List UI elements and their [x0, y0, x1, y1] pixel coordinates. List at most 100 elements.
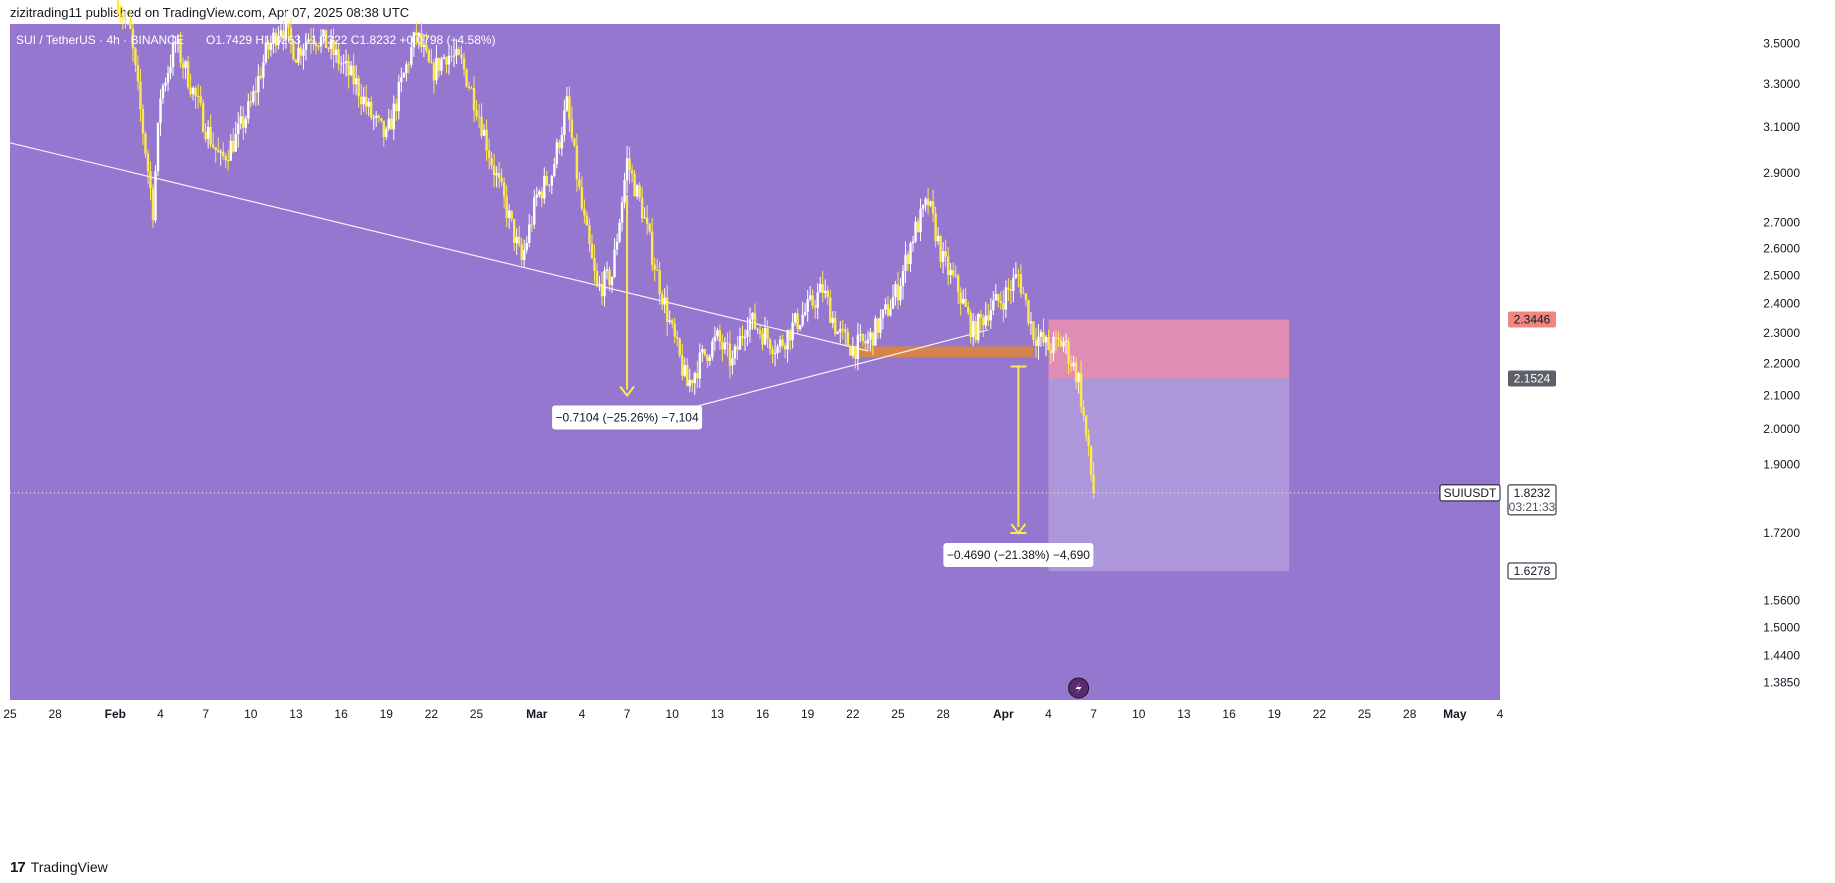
- candle-body: [204, 131, 207, 140]
- candle: [829, 289, 832, 323]
- candle-body: [302, 49, 305, 56]
- candle-body: [1042, 331, 1045, 343]
- date-tick-label: 7: [202, 707, 209, 721]
- price-tick-label: 1.5600: [1763, 593, 1800, 607]
- candle-body: [816, 292, 819, 308]
- candle-body: [916, 221, 920, 233]
- candle: [1009, 280, 1013, 304]
- candle-body: [1049, 350, 1053, 354]
- candle: [497, 161, 501, 189]
- candle-body: [472, 87, 476, 111]
- candle: [437, 57, 441, 78]
- candle-body: [206, 126, 210, 140]
- candle-body: [593, 258, 596, 272]
- candle-body: [713, 336, 717, 342]
- candle-body: [854, 346, 857, 359]
- target-zone[interactable]: [1048, 378, 1290, 572]
- candle: [731, 350, 734, 375]
- candle-body: [931, 201, 935, 214]
- price-tick-label: 1.4400: [1763, 649, 1800, 663]
- date-tick-label: 7: [624, 707, 631, 721]
- tradingview-brand[interactable]: 17 TradingView: [10, 857, 108, 877]
- candle: [319, 29, 323, 54]
- candle: [899, 277, 902, 306]
- candle-body: [716, 330, 719, 337]
- candle: [229, 133, 232, 162]
- candle-body: [274, 32, 278, 46]
- candle: [869, 327, 872, 352]
- candle-body: [405, 64, 408, 74]
- candle: [370, 96, 373, 121]
- candle: [174, 36, 177, 53]
- candle-body: [222, 151, 225, 156]
- entry-price-tag[interactable]: 2.1524: [1508, 370, 1556, 387]
- stop-loss-zone[interactable]: [1048, 319, 1290, 379]
- candle-body: [485, 129, 488, 151]
- candle: [1039, 329, 1043, 347]
- candle: [199, 85, 202, 107]
- candle: [999, 291, 1003, 310]
- measure-annotation[interactable]: −0.7104 (−25.26%) −7,104: [552, 194, 703, 430]
- candle: [926, 188, 930, 215]
- support-zone[interactable]: [852, 346, 1034, 358]
- candle: [169, 54, 172, 80]
- candle-body: [583, 208, 586, 216]
- candle: [653, 257, 656, 282]
- candle-body: [876, 318, 880, 333]
- candle-body: [944, 251, 947, 257]
- candle-body: [1037, 336, 1040, 346]
- candle: [969, 309, 972, 344]
- date-tick-label: 16: [1222, 707, 1236, 721]
- candle-body: [678, 338, 681, 356]
- candle-body: [144, 133, 147, 154]
- candle-body: [540, 191, 543, 199]
- measure-annotation[interactable]: −0.4690 (−21.38%) −4,690: [943, 365, 1094, 568]
- lower-trendline[interactable]: [687, 329, 989, 410]
- candle-body: [1029, 321, 1033, 324]
- candle: [856, 322, 860, 371]
- candle: [349, 60, 353, 77]
- candle: [545, 170, 549, 187]
- candle: [595, 263, 599, 288]
- stop-price-tag[interactable]: 2.3446: [1508, 311, 1556, 328]
- candle-body: [1009, 289, 1013, 291]
- candle-body: [156, 123, 160, 172]
- candle-body: [382, 120, 385, 138]
- candle: [1092, 461, 1095, 499]
- candle: [941, 242, 945, 274]
- candle-body: [801, 314, 804, 326]
- descending-trendline[interactable]: [9, 142, 869, 352]
- measure-label-box: [943, 543, 1094, 568]
- price-tick-label: 2.0000: [1763, 422, 1800, 436]
- candle: [946, 247, 950, 286]
- candle: [166, 65, 170, 92]
- candle-body: [154, 171, 157, 221]
- candle-body: [322, 29, 325, 37]
- candle: [1067, 337, 1070, 375]
- candle-body: [232, 140, 235, 152]
- candle-body: [124, 18, 127, 21]
- candle: [839, 321, 842, 344]
- candle-body: [841, 328, 844, 330]
- candle: [786, 329, 789, 363]
- candle: [297, 34, 300, 66]
- candle: [1027, 299, 1030, 326]
- candle: [550, 174, 554, 195]
- candle: [861, 333, 865, 346]
- candle-body: [367, 101, 370, 107]
- date-tick-label: 13: [289, 707, 303, 721]
- event-marker-icon[interactable]: [1068, 677, 1090, 699]
- candle: [274, 28, 278, 53]
- candle-body: [881, 309, 885, 318]
- candle: [535, 186, 538, 207]
- candle: [763, 316, 767, 346]
- candle-body: [520, 244, 523, 261]
- target-price-tag[interactable]: 1.6278: [1507, 562, 1557, 580]
- candle-body: [482, 129, 486, 136]
- candle-body: [289, 27, 293, 42]
- candle: [1029, 312, 1033, 335]
- candle: [237, 111, 240, 148]
- candle: [666, 284, 669, 336]
